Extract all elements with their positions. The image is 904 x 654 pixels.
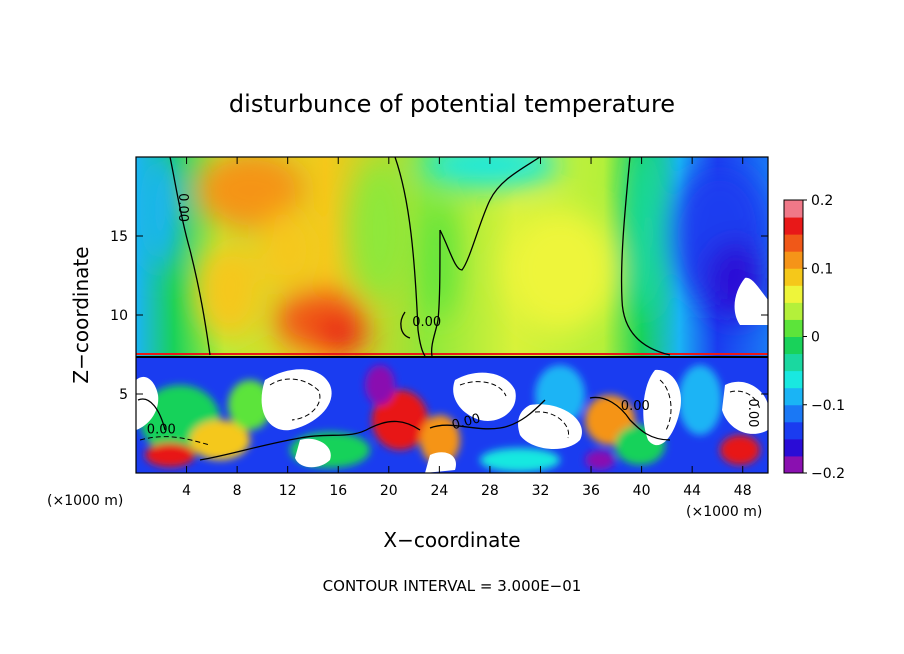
colorbar-segment-13 (784, 234, 803, 252)
plot-area: 0.00 0.00 0.00 0.00 0.00 0.00 (136, 157, 768, 473)
colorbar-tick-label-1: 0.1 (811, 261, 833, 277)
upper-right-white-patch (734, 277, 768, 325)
contour-label-5: 0.00 (745, 398, 760, 427)
x-tick-label-4: 4 (182, 483, 191, 499)
colorbar-segment-9 (784, 302, 803, 320)
contour-label-4: 0.00 (621, 399, 650, 414)
colorbar-segment-8 (784, 319, 803, 337)
x-tick-label-12: 12 (279, 483, 297, 499)
x-tick-label-24: 24 (430, 483, 448, 499)
colorbar-segment-3 (784, 404, 803, 423)
colorbar-tick-label-0: 0.2 (811, 193, 833, 209)
y-tick-label-5: 5 (119, 387, 128, 403)
dashed-contours (139, 378, 761, 446)
y-tick-label-15: 15 (110, 229, 128, 245)
x-tick-label-44: 44 (683, 483, 701, 499)
x-tick-label-20: 20 (380, 483, 398, 499)
contour-label-1: 0.00 (412, 315, 441, 330)
colorbar-segment-4 (784, 387, 803, 406)
colorbar-segment-15 (784, 200, 803, 218)
solid-contours (137, 396, 671, 461)
x-tick-label-32: 32 (532, 483, 550, 499)
y-axis-label: Z−coordinate (69, 246, 93, 383)
chart-title: disturbunce of potential temperature (229, 90, 675, 118)
x-tick-label-48: 48 (734, 483, 752, 499)
colorbar-tick-label-4: −0.2 (811, 466, 845, 482)
colorbar-segment-7 (784, 336, 803, 355)
y-axis-ticks: 5 10 15 (110, 229, 768, 403)
upper-contours (169, 157, 671, 357)
contour-label-2: 0.00 (147, 423, 176, 438)
lower-layer-blobs (140, 365, 760, 472)
y-tick-label-10: 10 (110, 308, 128, 324)
colorbar-segment-2 (784, 421, 803, 440)
x-axis-label: X−coordinate (383, 528, 520, 552)
x-unit-left: (×1000 m) (47, 493, 123, 509)
colorbar-segment-0 (784, 455, 803, 474)
x-tick-label-40: 40 (633, 483, 651, 499)
x-tick-label-28: 28 (481, 483, 499, 499)
colorbar-ticks: 0.2 0.1 0 −0.1 −0.2 (803, 193, 845, 482)
colorbar-segment-11 (784, 268, 803, 286)
colorbar-segment-10 (784, 285, 803, 303)
x-unit-right: (×1000 m) (686, 504, 762, 520)
contour-label-0: 0.00 (175, 193, 190, 222)
colorbar (784, 200, 803, 474)
colorbar-tick-label-3: −0.1 (811, 398, 845, 414)
colorbar-segment-12 (784, 251, 803, 269)
colorbar-segment-6 (784, 353, 803, 372)
x-tick-label-36: 36 (582, 483, 600, 499)
x-axis-ticks: 4 8 12 16 20 24 28 32 36 40 44 48 (182, 157, 752, 499)
colorbar-tick-label-2: 0 (811, 330, 820, 346)
colorbar-segment-14 (784, 217, 803, 235)
contour-labels: 0.00 0.00 0.00 0.00 0.00 0.00 (147, 193, 760, 437)
contour-interval-note: CONTOUR INTERVAL = 3.000E−01 (323, 577, 582, 595)
colorbar-segment-5 (784, 370, 803, 389)
colorbar-segment-1 (784, 438, 803, 457)
contour-label-3: 0.00 (450, 411, 482, 433)
x-tick-label-8: 8 (233, 483, 242, 499)
lower-layer-white-patches (136, 369, 768, 473)
x-tick-label-16: 16 (329, 483, 347, 499)
